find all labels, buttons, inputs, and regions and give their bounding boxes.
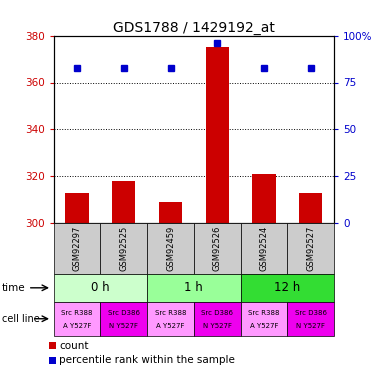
- Text: A Y527F: A Y527F: [156, 323, 185, 329]
- Text: Src D386: Src D386: [108, 310, 140, 316]
- Text: 0 h: 0 h: [91, 281, 110, 294]
- Bar: [65, 193, 89, 223]
- Text: GSM92524: GSM92524: [259, 226, 268, 271]
- Text: Src R388: Src R388: [61, 310, 93, 316]
- Text: GSM92525: GSM92525: [119, 226, 128, 271]
- Bar: [206, 47, 229, 223]
- Bar: [299, 193, 322, 223]
- Text: Src D386: Src D386: [201, 310, 233, 316]
- Text: time: time: [2, 283, 26, 293]
- Text: N Y527F: N Y527F: [203, 323, 232, 329]
- Text: N Y527F: N Y527F: [109, 323, 138, 329]
- Bar: [252, 174, 276, 223]
- Bar: [112, 181, 135, 223]
- Text: GSM92459: GSM92459: [166, 226, 175, 271]
- Text: 12 h: 12 h: [274, 281, 301, 294]
- Text: A Y527F: A Y527F: [63, 323, 91, 329]
- Text: A Y527F: A Y527F: [250, 323, 278, 329]
- Text: GSM92526: GSM92526: [213, 226, 222, 271]
- Bar: [159, 202, 182, 223]
- Title: GDS1788 / 1429192_at: GDS1788 / 1429192_at: [113, 21, 275, 34]
- Text: cell line: cell line: [2, 314, 40, 324]
- Text: Src R388: Src R388: [248, 310, 280, 316]
- Text: N Y527F: N Y527F: [296, 323, 325, 329]
- Text: Src R388: Src R388: [155, 310, 186, 316]
- Text: GSM92527: GSM92527: [306, 226, 315, 271]
- Text: Src D386: Src D386: [295, 310, 326, 316]
- Text: count: count: [59, 341, 89, 351]
- Text: 1 h: 1 h: [184, 281, 203, 294]
- Text: GSM92297: GSM92297: [73, 226, 82, 271]
- Text: percentile rank within the sample: percentile rank within the sample: [59, 356, 235, 366]
